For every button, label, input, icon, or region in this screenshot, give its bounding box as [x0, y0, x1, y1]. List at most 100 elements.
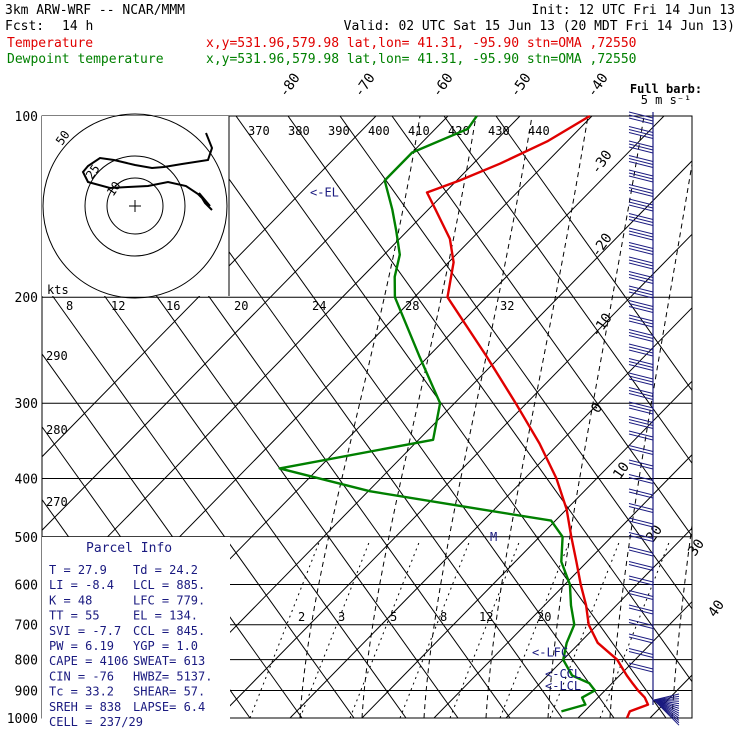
- barb-flag: [628, 204, 654, 212]
- barb-flag: [628, 175, 654, 183]
- barb-flag: [628, 216, 654, 223]
- barb-flag: [628, 288, 654, 296]
- mixing-ratio-label: 8: [440, 610, 447, 624]
- mixing-ratio-line: [299, 539, 371, 718]
- barb-flag: [628, 248, 654, 255]
- mixing-ratio-label: 12: [479, 610, 493, 624]
- barb-flag: [628, 155, 654, 162]
- mixing-ratio-label: 20: [537, 610, 551, 624]
- barb-flag: [628, 317, 654, 325]
- barb-flag: [628, 329, 654, 336]
- speed-tick-label: 20: [234, 299, 248, 313]
- barb-flag: [628, 190, 654, 197]
- barb-flag: [628, 256, 654, 264]
- pressure-tick-label: 300: [15, 397, 38, 412]
- temperature-legend: Temperature: [7, 36, 93, 51]
- barb-flag: [628, 303, 654, 310]
- mixing-ratio-label: 2: [298, 610, 305, 624]
- barb-flag: [628, 227, 654, 235]
- parcel-row-right: YGP = 1.0: [133, 639, 198, 653]
- mixing-ratio-line: [499, 539, 571, 718]
- theta-e-label: 440: [528, 124, 550, 138]
- barb-flag: [628, 291, 654, 299]
- dewpoint-location: x,y=531.96,579.98 lat,lon= 41.31, -95.90…: [206, 52, 636, 67]
- barb-flag: [628, 636, 654, 644]
- parcel-row-left: PW = 6.19: [49, 639, 114, 653]
- barb-flag: [628, 419, 654, 426]
- theta-e-label: 380: [288, 124, 310, 138]
- barb-flag: [628, 346, 654, 354]
- barb-flag: [628, 158, 654, 165]
- hodo-units-label: kts: [47, 283, 69, 297]
- hodo-ring-label-outer: 50: [53, 128, 73, 148]
- isotherm: [505, 527, 692, 718]
- barb-flag: [628, 143, 654, 151]
- barb-flag: [628, 349, 654, 357]
- parcel-row-right: LFC = 779.: [133, 593, 205, 607]
- isotherm-label: 40: [705, 597, 728, 620]
- barb-flag: [628, 169, 654, 177]
- isotherm-label: -60: [429, 70, 457, 100]
- parcel-row-left: LI = -8.4: [49, 578, 114, 592]
- pressure-tick-label: 700: [15, 619, 38, 634]
- mixing-ratio-line: [349, 539, 421, 718]
- mixing-ratio-line: [249, 539, 321, 718]
- moist-adiabat: [609, 161, 692, 718]
- hodo-ring-inner: [106, 177, 164, 235]
- barb-flag: [628, 407, 654, 415]
- barb-flag: [628, 520, 654, 528]
- barb-flag: [628, 230, 654, 238]
- isotherm: [289, 307, 692, 718]
- barb-flag: [628, 198, 654, 206]
- theta-w-label: 290: [46, 349, 68, 363]
- barb-flag: [628, 140, 654, 148]
- valid-time: Valid: 02 UTC Sat 15 Jun 13 (20 MDT Fri …: [344, 19, 735, 34]
- barb-flag: [628, 665, 654, 673]
- barb-flag: [628, 242, 654, 249]
- isotherm-label: -70: [351, 70, 379, 100]
- barb-flag: [628, 619, 654, 626]
- isotherm: [577, 600, 692, 718]
- isotherm-label: -50: [507, 70, 535, 100]
- theta-e-label: 370: [248, 124, 270, 138]
- barb-flag: [628, 549, 654, 557]
- barb-flag: [628, 285, 654, 293]
- pressure-tick-label: 200: [15, 291, 38, 306]
- moist-adiabat: [547, 116, 645, 718]
- barb-flag: [628, 277, 654, 284]
- dry-adiabat: [235, 116, 667, 718]
- dry-adiabat: [287, 116, 692, 683]
- pressure-tick-label: 900: [15, 684, 38, 699]
- barb-flag: [628, 306, 654, 313]
- barb-flag: [628, 491, 654, 499]
- barb-legend-units: 5 m s⁻¹: [641, 93, 692, 107]
- speed-tick-label: 28: [405, 299, 419, 313]
- barb-flag: [628, 590, 654, 597]
- mixing-ratio-label: 5: [390, 610, 397, 624]
- barb-flag: [628, 161, 654, 168]
- wind-barbs: [628, 111, 680, 726]
- speed-tick-label: 8: [66, 299, 73, 313]
- barb-flag: [628, 422, 654, 429]
- parcel-row-left: T = 27.9: [49, 563, 107, 577]
- barb-flag: [628, 604, 654, 612]
- isotherm-label: -30: [588, 147, 616, 177]
- parcel-row-right: EL = 134.: [133, 609, 198, 623]
- isotherm: [42, 116, 521, 605]
- annotation-el: <-EL: [310, 186, 339, 200]
- barb-flag: [628, 503, 654, 510]
- moist-adiabat: [734, 116, 740, 718]
- parcel-row-right: LAPSE= 6.4: [133, 700, 205, 714]
- isotherm: [42, 116, 449, 531]
- barb-flag: [628, 111, 654, 119]
- pressure-tick-label: 800: [15, 654, 38, 669]
- isotherm: [145, 160, 692, 718]
- parcel-info-panel: [42, 537, 230, 727]
- theta-w-label: 280: [46, 423, 68, 437]
- barb-flag: [628, 187, 654, 194]
- barb-flag: [628, 117, 654, 125]
- barb-flag: [628, 300, 654, 307]
- barb-flag: [628, 448, 654, 455]
- forecast-label: Fcst:: [5, 19, 44, 34]
- barb-flag: [628, 271, 654, 278]
